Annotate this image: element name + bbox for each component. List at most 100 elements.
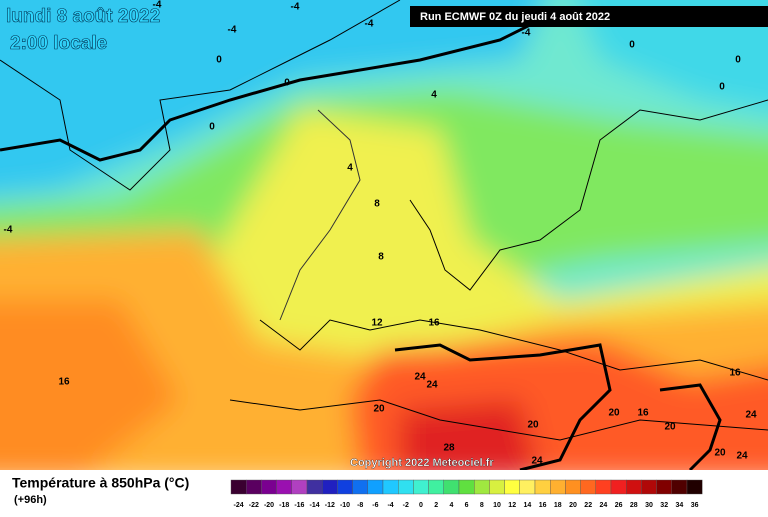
color-scale: -24 -22 -20 -18 -16 -14 -12 -10 -8 -6 -4 -2 0 2 4 6 8 10 1… xyxy=(230,479,703,509)
scale-label: -20 xyxy=(264,502,274,509)
scale-label: -4 xyxy=(387,502,393,509)
contour-label: 0 xyxy=(629,40,635,51)
scale-swatch xyxy=(382,479,399,495)
scale-swatch xyxy=(534,479,551,495)
scale-swatch xyxy=(261,479,277,495)
scale-swatch xyxy=(489,479,505,495)
legend-title: Température à 850hPa (°C) xyxy=(12,475,189,491)
scale-label: 18 xyxy=(554,502,562,509)
contour-label: 0 xyxy=(719,82,725,93)
contour-label: 0 xyxy=(209,122,215,133)
scale-label: 0 xyxy=(419,502,423,509)
scale-label: 4 xyxy=(449,502,453,509)
scale-label: 8 xyxy=(480,502,484,509)
contour-label: 24 xyxy=(736,451,748,462)
contour-label: 16 xyxy=(58,377,70,388)
scale-label: 20 xyxy=(569,502,577,509)
contour-label: 8 xyxy=(378,252,384,263)
contour-label: 0 xyxy=(284,78,290,89)
scale-label: -12 xyxy=(325,502,335,509)
scale-label: 6 xyxy=(465,502,469,509)
scale-swatch xyxy=(641,479,657,495)
contour-label: -4 xyxy=(522,28,531,39)
contour-label: -4 xyxy=(291,2,300,13)
scale-swatch xyxy=(686,479,703,495)
contour-label: 0 xyxy=(216,55,222,66)
contour-label: 24 xyxy=(531,456,543,467)
contour-label: 16 xyxy=(428,318,440,329)
scale-swatch xyxy=(458,479,475,495)
scale-label: -24 xyxy=(234,502,244,509)
scale-swatch xyxy=(671,479,688,495)
scale-swatch xyxy=(398,479,414,495)
scale-swatch xyxy=(474,479,490,495)
contour-label: -4 xyxy=(365,19,374,30)
run-text: Run ECMWF 0Z du jeudi 4 août 2022 xyxy=(420,11,610,23)
scale-label: 24 xyxy=(600,502,608,509)
scale-swatch xyxy=(443,479,460,495)
scale-swatch xyxy=(626,479,642,495)
scale-label: 10 xyxy=(493,502,501,509)
scale-label: 28 xyxy=(630,502,638,509)
scale-swatch xyxy=(367,479,384,495)
contour-label: 0 xyxy=(735,55,741,66)
contour-label: 16 xyxy=(729,368,741,379)
scale-swatch xyxy=(504,479,521,495)
scale-label: 22 xyxy=(584,502,592,509)
scale-swatch xyxy=(428,479,445,495)
scale-swatch xyxy=(337,479,353,495)
contour-label: 20 xyxy=(608,408,620,419)
scale-swatch xyxy=(291,479,308,495)
contour-label: 16 xyxy=(637,408,649,419)
scale-swatch xyxy=(610,479,627,495)
scale-label: 36 xyxy=(691,502,699,509)
scale-label: 30 xyxy=(645,502,653,509)
scale-label: -8 xyxy=(357,502,363,509)
contour-label: 20 xyxy=(714,448,726,459)
contour-label: 24 xyxy=(426,380,438,391)
contour-20 xyxy=(0,8,722,472)
scale-swatch xyxy=(322,479,338,495)
contour-label: 4 xyxy=(347,163,353,174)
scale-label: 32 xyxy=(660,502,668,509)
copyright: Copyright 2022 Meteociel.fr xyxy=(350,457,494,469)
scale-swatch xyxy=(245,479,262,495)
scale-label: -22 xyxy=(249,502,259,509)
subtitle: 2:00 locale xyxy=(10,33,107,54)
scale-label: -2 xyxy=(403,502,409,509)
scale-label: 12 xyxy=(508,502,516,509)
scale-label: -16 xyxy=(294,502,304,509)
coastlines xyxy=(0,0,768,441)
contour-label: 24 xyxy=(414,372,426,383)
scale-swatch xyxy=(580,479,596,495)
scale-label: -18 xyxy=(279,502,289,509)
scale-label: 16 xyxy=(539,502,547,509)
scale-swatch xyxy=(550,479,566,495)
contour-label: 12 xyxy=(371,318,383,329)
scale-swatch xyxy=(276,479,293,495)
contour-label: -4 xyxy=(153,0,162,11)
scale-label: 34 xyxy=(676,502,684,509)
scale-swatch xyxy=(413,479,429,495)
scale-label: 26 xyxy=(615,502,623,509)
contour-label: -4 xyxy=(228,25,237,36)
contour-label: 20 xyxy=(664,422,676,433)
scale-swatch xyxy=(306,479,323,495)
scale-swatch xyxy=(230,479,247,495)
temperature-field xyxy=(0,0,768,480)
run-box xyxy=(410,6,768,27)
scale-swatch xyxy=(519,479,536,495)
lead-time: (+96h) xyxy=(14,494,47,506)
contour-label: 4 xyxy=(431,90,437,101)
contour-label: -4 xyxy=(4,225,13,236)
contour-labels: -4 -4 -4 -4 -4 -4 0 0 0 0 0 0 4 4 8 8 12 16 16 16 16 20 20 20 20… xyxy=(4,0,757,467)
scale-label: 14 xyxy=(524,502,532,509)
scale-label: 2 xyxy=(434,502,438,509)
scale-swatch xyxy=(565,479,581,495)
title: lundi 8 août 2022 xyxy=(6,6,160,27)
contour-label: 20 xyxy=(527,420,539,431)
scale-swatch xyxy=(352,479,369,495)
scale-swatch xyxy=(656,479,672,495)
contour-label: 8 xyxy=(374,199,380,210)
